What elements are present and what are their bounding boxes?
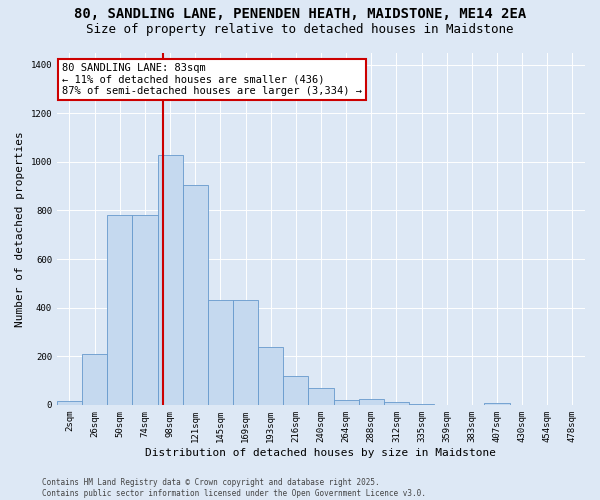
Bar [208,300,233,405]
Bar [233,300,258,405]
Bar [182,185,208,405]
Bar [57,401,82,405]
Bar [484,403,509,405]
Text: Size of property relative to detached houses in Maidstone: Size of property relative to detached ho… [86,22,514,36]
Y-axis label: Number of detached properties: Number of detached properties [15,131,25,326]
Bar [107,216,133,405]
Bar [409,404,434,405]
Text: 80 SANDLING LANE: 83sqm
← 11% of detached houses are smaller (436)
87% of semi-d: 80 SANDLING LANE: 83sqm ← 11% of detache… [62,63,362,96]
Text: Contains HM Land Registry data © Crown copyright and database right 2025.
Contai: Contains HM Land Registry data © Crown c… [42,478,426,498]
Bar [283,376,308,405]
Bar [359,400,384,405]
Bar [384,402,409,405]
Bar [334,400,359,405]
Bar [158,154,182,405]
Bar [82,354,107,405]
Bar [308,388,334,405]
Bar [133,216,158,405]
Text: 80, SANDLING LANE, PENENDEN HEATH, MAIDSTONE, ME14 2EA: 80, SANDLING LANE, PENENDEN HEATH, MAIDS… [74,8,526,22]
Bar [258,346,283,405]
X-axis label: Distribution of detached houses by size in Maidstone: Distribution of detached houses by size … [145,448,496,458]
